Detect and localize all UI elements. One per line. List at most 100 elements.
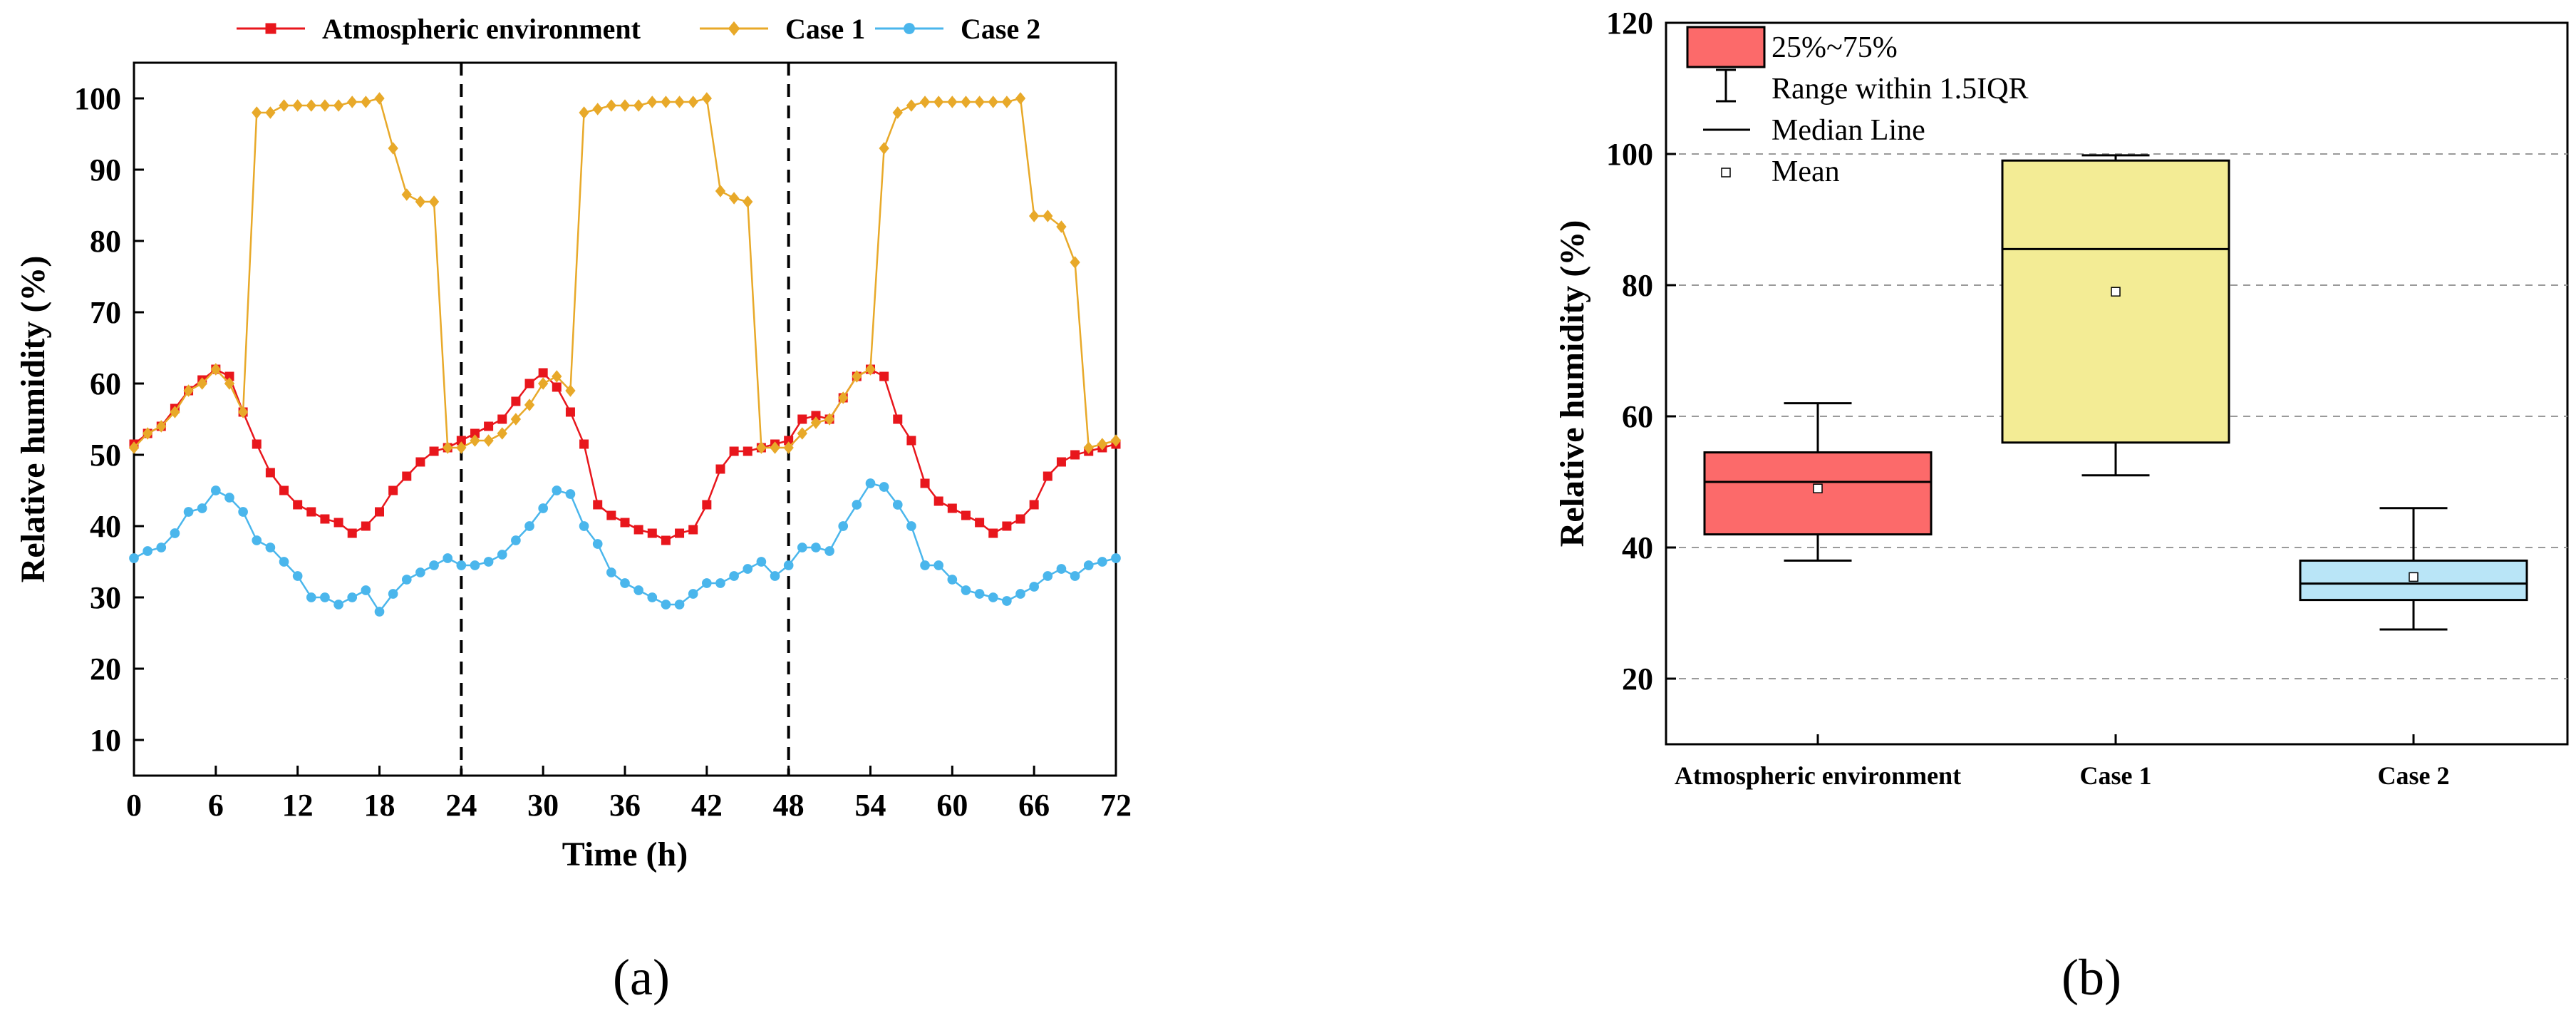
data-point-case-2 (1002, 596, 1012, 606)
series-case-1 (128, 92, 1122, 454)
data-point-case-1 (797, 427, 807, 440)
data-point-case-2 (715, 578, 725, 588)
data-point-case-2 (306, 592, 316, 602)
data-point-case-1 (838, 391, 849, 404)
data-point-case-1 (524, 399, 535, 411)
data-point-case-1 (156, 420, 167, 433)
data-point-case-2 (647, 592, 658, 602)
data-point-case-1 (783, 441, 794, 454)
data-point-case-1 (483, 434, 494, 447)
box-case-1 (2001, 154, 2230, 477)
data-point-atmospheric-environment (265, 468, 275, 478)
data-point-case-2 (702, 578, 712, 588)
data-point-atmospheric-environment (456, 436, 466, 446)
data-point-case-2 (920, 560, 930, 570)
data-point-atmospheric-environment (524, 379, 534, 389)
box-case-2 (2299, 507, 2528, 631)
y-tick-label: 100 (1606, 137, 1653, 172)
y-tick-label: 40 (90, 509, 121, 544)
x-tick-label: 72 (1100, 788, 1132, 823)
series-line-case-1 (133, 97, 1117, 449)
data-point-case-1 (1070, 256, 1080, 269)
data-point-case-1 (142, 427, 153, 440)
box-atmospheric-environment (1703, 402, 1933, 562)
data-point-case-1 (347, 96, 358, 108)
data-point-atmospheric-environment (975, 518, 985, 528)
data-point-case-2 (988, 592, 998, 602)
data-point-case-1 (1083, 441, 1094, 454)
data-point-atmospheric-environment (893, 414, 903, 424)
x-tick-label: 48 (773, 788, 805, 823)
data-point-atmospheric-environment (661, 535, 671, 545)
data-point-case-1 (743, 195, 753, 208)
data-point-case-2 (838, 521, 849, 531)
series-atmospheric-environment (129, 364, 1121, 545)
data-point-case-2 (797, 543, 807, 552)
data-point-case-2 (238, 507, 248, 517)
y-tick-label: 40 (1622, 530, 1653, 565)
data-point-case-2 (374, 607, 385, 617)
data-point-case-1 (210, 363, 221, 376)
data-point-case-2 (756, 557, 767, 567)
line-chart-panel-a: 0 6 12 18 24 30 36 42 48 54 60 66 72 10 20 30 40 50 60 70 80… (14, 13, 1132, 873)
data-point-atmospheric-environment (538, 368, 548, 378)
mean-marker (1813, 483, 1823, 493)
data-point-case-2 (388, 589, 398, 599)
data-point-case-1 (319, 99, 331, 112)
data-point-atmospheric-environment (906, 436, 916, 446)
x-tick-label: Atmospheric environment (1675, 761, 1961, 790)
data-point-case-1 (810, 416, 822, 429)
data-point-atmospheric-environment (1070, 450, 1080, 460)
data-point-atmospheric-environment (620, 518, 630, 528)
data-point-atmospheric-environment (702, 500, 712, 510)
data-point-case-1 (1001, 96, 1013, 108)
data-point-atmospheric-environment (375, 507, 384, 517)
data-point-case-2 (961, 585, 971, 595)
data-point-atmospheric-environment (1029, 500, 1039, 510)
data-point-case-2 (1056, 564, 1067, 574)
x-tick-label: 42 (691, 788, 723, 823)
data-point-case-1 (892, 106, 903, 119)
data-point-case-2 (401, 575, 412, 585)
data-point-case-1 (961, 96, 971, 108)
data-point-case-2 (497, 550, 507, 560)
data-point-case-1 (592, 103, 603, 115)
data-point-case-1 (1029, 210, 1040, 222)
data-point-case-1 (252, 106, 262, 119)
data-point-atmospheric-environment (388, 485, 398, 495)
y-tick-label: 20 (90, 652, 121, 687)
data-point-case-1 (1110, 434, 1122, 447)
data-point-atmospheric-environment (402, 471, 412, 481)
legend-label-median: Median Line (1771, 114, 1925, 147)
data-point-atmospheric-environment (920, 478, 930, 488)
data-point-case-2 (197, 503, 207, 513)
data-point-case-1 (633, 99, 644, 112)
data-point-case-2 (892, 500, 903, 510)
data-point-atmospheric-environment (347, 528, 357, 538)
data-point-case-2 (1043, 571, 1053, 581)
data-point-atmospheric-environment (333, 518, 343, 528)
data-point-case-2 (1070, 571, 1080, 581)
data-point-case-2 (538, 503, 548, 513)
data-point-case-1 (906, 99, 917, 112)
data-point-case-1 (510, 413, 522, 426)
y-tick-label: 80 (1622, 268, 1653, 303)
data-point-case-2 (1015, 589, 1025, 599)
data-point-case-1 (974, 96, 985, 108)
data-point-case-1 (237, 406, 249, 418)
data-point-case-1 (538, 377, 549, 390)
data-point-case-2 (279, 557, 289, 567)
data-point-atmospheric-environment (784, 436, 794, 446)
data-point-case-1 (701, 92, 712, 105)
data-point-case-2 (361, 585, 371, 595)
data-point-case-2 (429, 560, 439, 570)
data-point-case-2 (865, 478, 876, 488)
data-point-case-1 (947, 96, 958, 108)
data-point-atmospheric-environment (497, 414, 507, 424)
series-case-2 (129, 478, 1121, 617)
data-point-case-1 (197, 377, 207, 390)
data-point-case-2 (252, 535, 262, 545)
data-point-case-1 (456, 441, 467, 454)
legend-label-atmospheric-environment: Atmospheric environment (322, 13, 641, 45)
data-point-atmospheric-environment (1056, 457, 1066, 467)
